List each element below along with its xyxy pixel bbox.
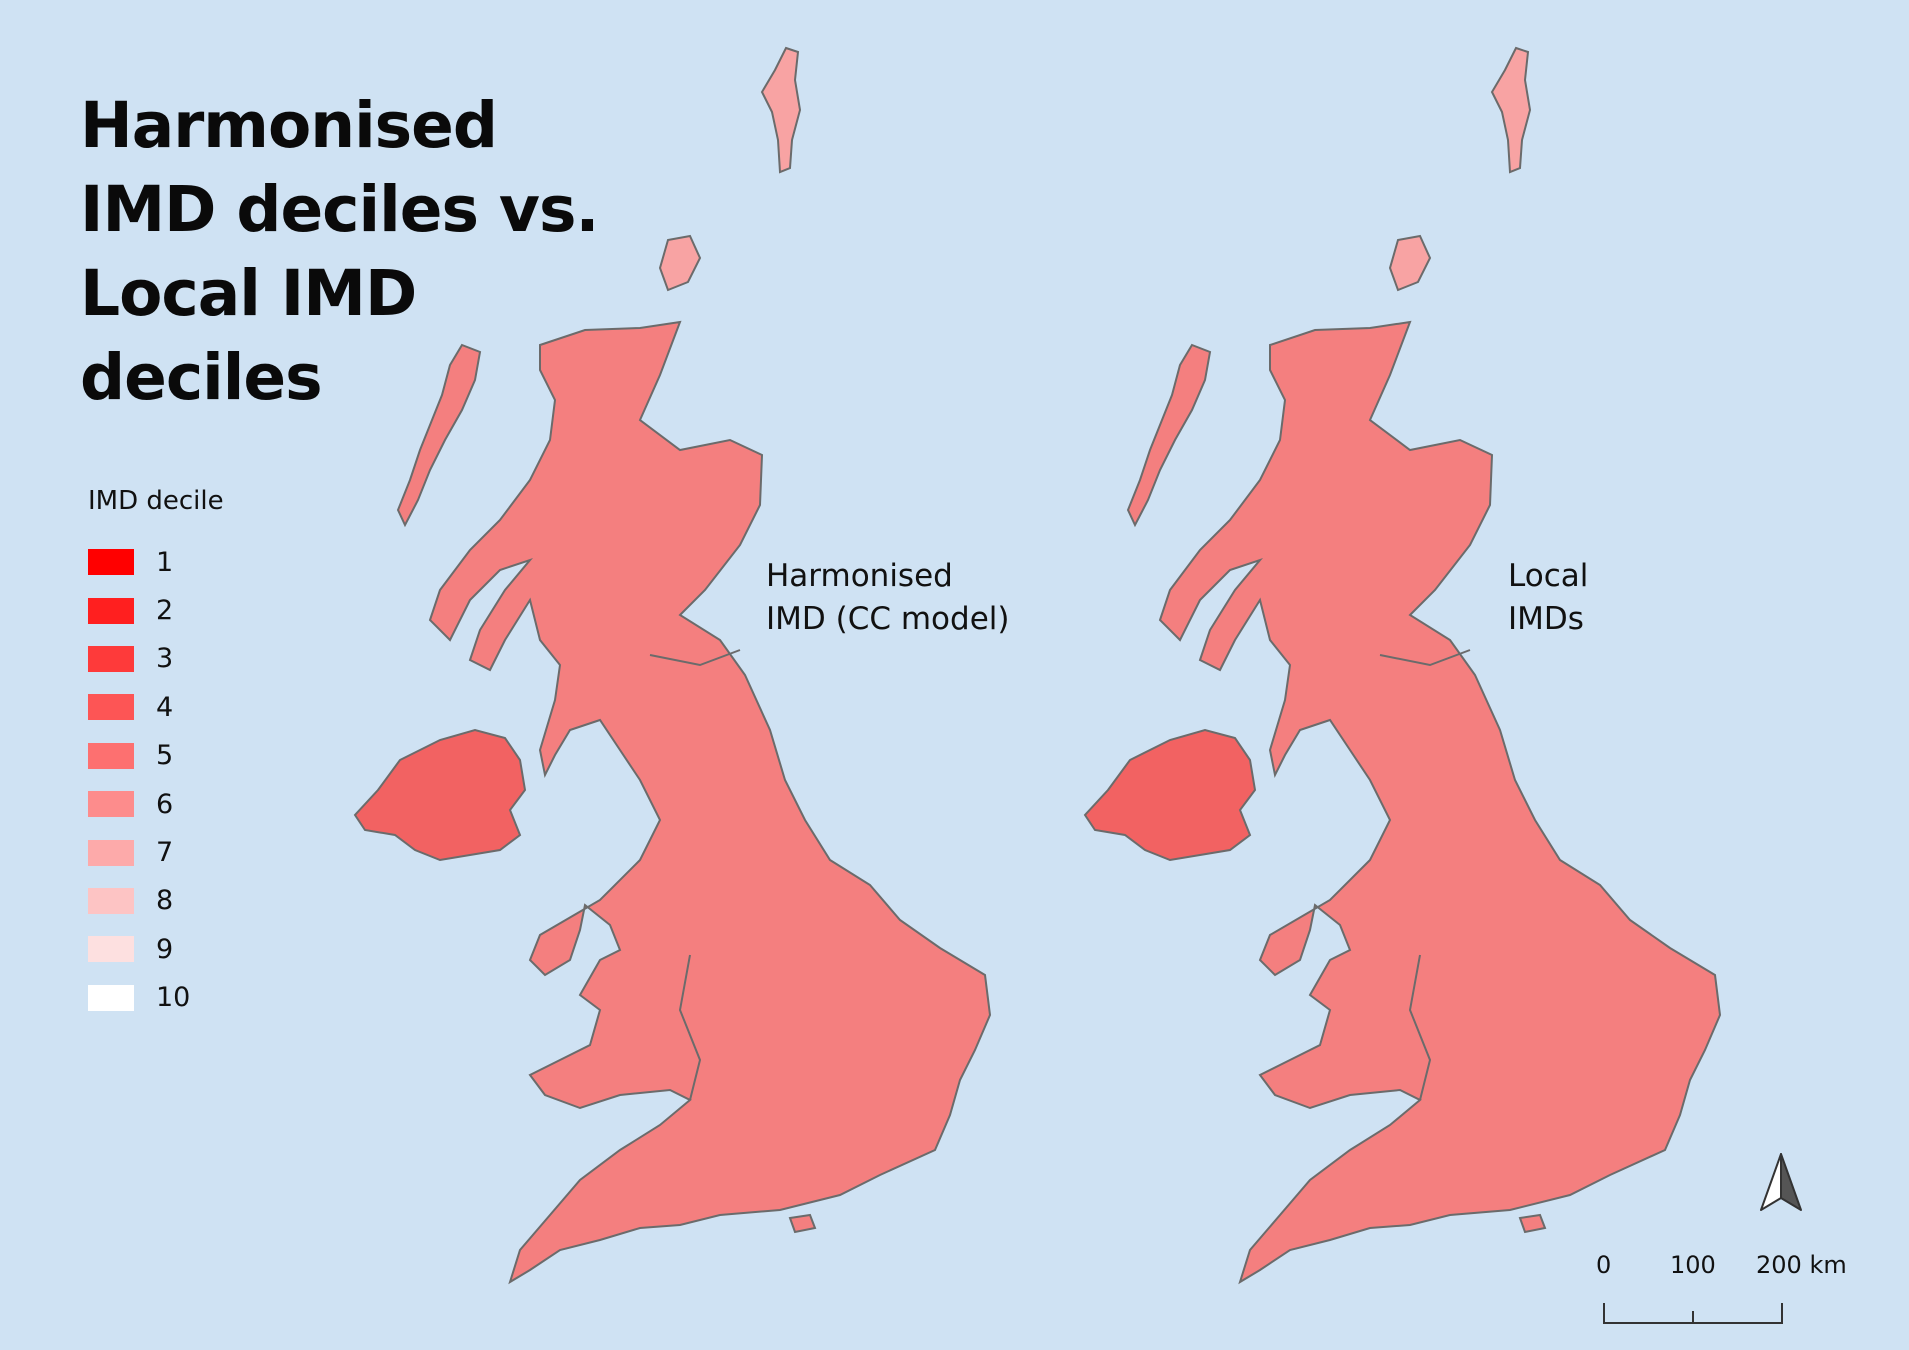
legend-swatch-1 [88,549,134,576]
legend-row-10: 10 [88,974,224,1022]
legend: IMD decile 1 2 3 4 5 6 7 8 9 10 [88,486,224,1022]
legend-swatch-6 [88,791,134,818]
legend-label-8: 8 [156,885,174,917]
legend-swatch-5 [88,742,134,769]
legend-row-5: 5 [88,732,224,780]
legend-row-4: 4 [88,683,224,731]
legend-swatch-9 [88,936,134,963]
local-imd-map [1084,47,1721,1283]
scale-label-200: 200 km [1756,1251,1847,1279]
legend-row-7: 7 [88,828,224,876]
legend-row-1: 1 [88,538,224,586]
legend-label-6: 6 [156,788,174,820]
legend-row-9: 9 [88,925,224,973]
local-map-label: Local IMDs [1508,555,1588,641]
title-line-2: IMD deciles vs. [80,173,599,246]
title-line-1: Harmonised [80,89,498,162]
local-label-line-1: Local [1508,558,1589,594]
harmonised-imd-map [354,47,991,1283]
legend-swatch-2 [88,597,134,624]
local-label-line-2: IMDs [1508,601,1584,637]
legend-row-2: 2 [88,586,224,634]
legend-label-4: 4 [156,691,174,723]
title-line-4: deciles [80,341,323,414]
scale-label-100: 100 [1670,1251,1716,1279]
legend-row-3: 3 [88,635,224,683]
north-arrow-icon [1760,1153,1802,1211]
scale-label-0: 0 [1596,1251,1612,1279]
legend-title: IMD decile [88,486,224,516]
legend-swatch-4 [88,694,134,721]
map-title: Harmonised IMD deciles vs. Local IMD dec… [80,84,600,420]
title-line-3: Local IMD [80,257,417,330]
scale-bar-line [1603,1303,1783,1324]
harmonised-label-line-2: IMD (CC model) [766,601,1010,637]
legend-label-3: 3 [156,643,174,675]
legend-label-5: 5 [156,740,174,772]
legend-label-1: 1 [156,546,174,578]
legend-label-9: 9 [156,933,174,965]
legend-label-2: 2 [156,595,174,627]
harmonised-label-line-1: Harmonised [766,558,953,594]
legend-swatch-8 [88,887,134,914]
legend-swatch-10 [88,984,134,1011]
legend-swatch-7 [88,839,134,866]
harmonised-map-label: Harmonised IMD (CC model) [766,555,1009,641]
legend-row-8: 8 [88,877,224,925]
legend-label-7: 7 [156,837,174,869]
legend-row-6: 6 [88,780,224,828]
legend-label-10: 10 [156,982,191,1014]
legend-swatch-3 [88,645,134,672]
